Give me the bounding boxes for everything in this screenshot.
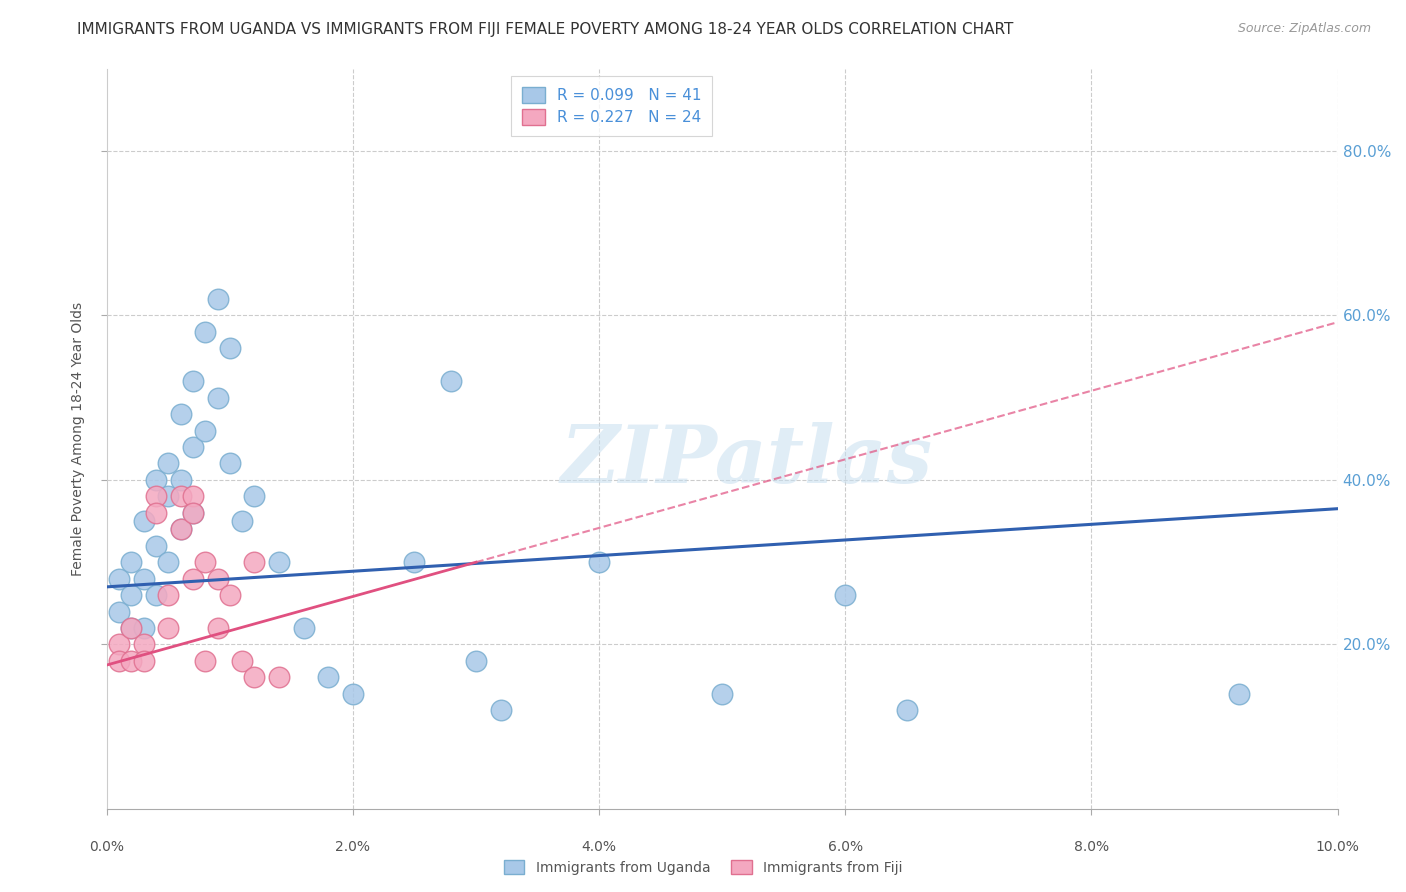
Point	[145, 588, 167, 602]
Point	[711, 687, 734, 701]
Point	[194, 325, 217, 339]
Point	[231, 654, 253, 668]
Point	[181, 506, 204, 520]
Point	[108, 572, 131, 586]
Point	[194, 555, 217, 569]
Point	[896, 703, 918, 717]
Point	[157, 621, 180, 635]
Point	[169, 522, 191, 536]
Point	[292, 621, 315, 635]
Point	[169, 489, 191, 503]
Point	[132, 637, 155, 651]
Point	[440, 374, 463, 388]
Point	[181, 440, 204, 454]
Point	[267, 670, 290, 684]
Point	[157, 555, 180, 569]
Point	[834, 588, 856, 602]
Text: 10.0%: 10.0%	[1316, 839, 1360, 854]
Point	[207, 621, 229, 635]
Point	[588, 555, 610, 569]
Point	[243, 670, 266, 684]
Point	[108, 605, 131, 619]
Legend: Immigrants from Uganda, Immigrants from Fiji: Immigrants from Uganda, Immigrants from …	[498, 855, 908, 880]
Point	[342, 687, 364, 701]
Point	[145, 489, 167, 503]
Point	[181, 374, 204, 388]
Point	[169, 407, 191, 421]
Point	[218, 341, 240, 355]
Point	[181, 506, 204, 520]
Point	[489, 703, 512, 717]
Point	[132, 514, 155, 528]
Point	[218, 588, 240, 602]
Point	[157, 489, 180, 503]
Legend: R = 0.099   N = 41, R = 0.227   N = 24: R = 0.099 N = 41, R = 0.227 N = 24	[510, 76, 711, 136]
Point	[207, 572, 229, 586]
Point	[207, 292, 229, 306]
Point	[120, 555, 142, 569]
Point	[318, 670, 340, 684]
Point	[132, 621, 155, 635]
Point	[157, 588, 180, 602]
Text: Source: ZipAtlas.com: Source: ZipAtlas.com	[1237, 22, 1371, 36]
Point	[120, 654, 142, 668]
Point	[108, 654, 131, 668]
Point	[120, 588, 142, 602]
Point	[181, 572, 204, 586]
Text: IMMIGRANTS FROM UGANDA VS IMMIGRANTS FROM FIJI FEMALE POVERTY AMONG 18-24 YEAR O: IMMIGRANTS FROM UGANDA VS IMMIGRANTS FRO…	[77, 22, 1014, 37]
Point	[1227, 687, 1250, 701]
Point	[207, 391, 229, 405]
Point	[243, 555, 266, 569]
Point	[267, 555, 290, 569]
Point	[145, 473, 167, 487]
Point	[132, 572, 155, 586]
Point	[120, 621, 142, 635]
Point	[145, 539, 167, 553]
Y-axis label: Female Poverty Among 18-24 Year Olds: Female Poverty Among 18-24 Year Olds	[72, 301, 86, 576]
Text: 2.0%: 2.0%	[336, 839, 370, 854]
Point	[181, 489, 204, 503]
Point	[157, 457, 180, 471]
Text: ZIPatlas: ZIPatlas	[561, 422, 934, 500]
Point	[218, 457, 240, 471]
Text: 6.0%: 6.0%	[828, 839, 863, 854]
Text: 8.0%: 8.0%	[1074, 839, 1109, 854]
Point	[465, 654, 488, 668]
Text: 4.0%: 4.0%	[582, 839, 617, 854]
Point	[243, 489, 266, 503]
Text: 0.0%: 0.0%	[89, 839, 124, 854]
Point	[194, 654, 217, 668]
Point	[108, 637, 131, 651]
Point	[194, 424, 217, 438]
Point	[145, 506, 167, 520]
Point	[120, 621, 142, 635]
Point	[169, 473, 191, 487]
Point	[404, 555, 426, 569]
Point	[132, 654, 155, 668]
Point	[231, 514, 253, 528]
Point	[169, 522, 191, 536]
